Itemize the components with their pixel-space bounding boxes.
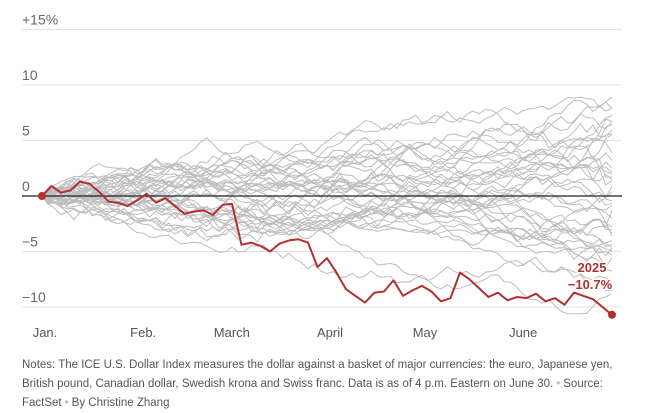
background-series-line (41, 177, 613, 248)
x-tick-label: April (317, 325, 343, 340)
background-series-line (41, 137, 613, 197)
y-axis-labels: +15% 10 5 0 −5 −10 (22, 12, 58, 306)
background-series-line (41, 191, 613, 230)
series-2025-line (41, 180, 613, 316)
background-series-line (41, 195, 613, 246)
background-series-line (41, 126, 612, 201)
background-series-line (41, 161, 613, 243)
gridlines (22, 29, 622, 308)
background-series-line (41, 152, 613, 227)
y-tick-label: +15% (22, 12, 58, 28)
y-tick-label: −10 (22, 289, 46, 305)
x-tick-label: March (214, 325, 250, 340)
x-tick-label: Feb. (130, 325, 156, 340)
background-series-line (41, 195, 613, 268)
y-tick-label: 10 (22, 67, 38, 83)
highlight-series-2025: 2025 −10.7% (38, 180, 616, 319)
dollar-index-chart: +15% 10 5 0 −5 −10 2025 −10.7% Jan. Feb. March Ap… (22, 12, 622, 340)
background-series-line (41, 161, 613, 199)
x-axis-labels: Jan. Feb. March April May June (33, 325, 538, 340)
series-year-label: 2025 (578, 260, 607, 275)
x-tick-label: Jan. (33, 325, 58, 340)
series-end-point (608, 310, 616, 319)
x-tick-label: May (413, 325, 438, 340)
background-series-line (41, 118, 613, 197)
background-series-line (41, 195, 613, 315)
background-series-line (41, 96, 613, 198)
background-series-line (41, 193, 613, 272)
x-tick-label: June (509, 325, 537, 340)
y-tick-label: 0 (22, 178, 30, 194)
byline: By Christine Zhang (71, 397, 170, 409)
y-tick-label: −5 (22, 234, 38, 250)
background-series-line (41, 150, 613, 201)
background-series-line (41, 105, 613, 202)
chart-notes: Notes: The ICE U.S. Dollar Index measure… (22, 359, 613, 409)
y-tick-label: 5 (22, 123, 30, 139)
notes-text: Notes: The ICE U.S. Dollar Index measure… (22, 359, 613, 390)
series-final-value-label: −10.7% (568, 277, 613, 292)
source-text: Source: FactSet (22, 378, 603, 409)
series-start-point (38, 192, 46, 200)
background-series-line (41, 122, 613, 220)
background-series-line (41, 123, 613, 224)
